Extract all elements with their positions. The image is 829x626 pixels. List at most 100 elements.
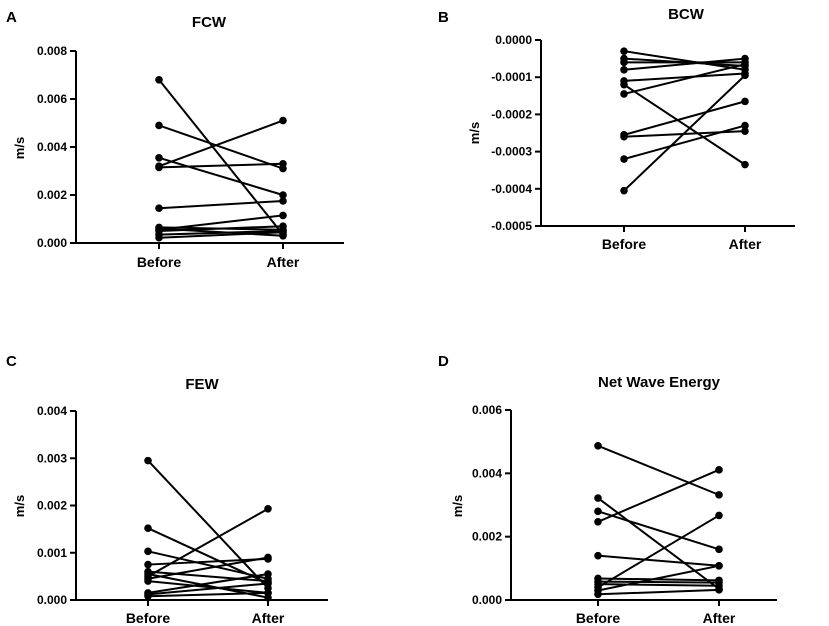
point-after	[741, 160, 749, 169]
pair-line	[597, 554, 720, 567]
pair-line	[623, 74, 746, 192]
point-after	[264, 505, 272, 513]
y-tick-label: -0.0004	[491, 182, 532, 196]
point-before	[620, 58, 628, 67]
panel-label: A	[6, 9, 17, 26]
pair-line	[597, 444, 720, 496]
panel-label: D	[438, 353, 449, 370]
y-tick-label: 0.004	[37, 140, 67, 154]
point-before	[620, 47, 628, 55]
y-axis-label: m/s	[467, 122, 482, 144]
point-after	[741, 60, 749, 68]
y-tick-label: 0.001	[37, 546, 67, 560]
y-tick-label: 0.002	[37, 188, 67, 202]
x-category-before: Before	[126, 610, 171, 626]
panel-c: C FEW m/s Before After 0.000 0.001 0.002 0.…	[6, 353, 328, 626]
point-after	[741, 127, 749, 135]
x-category-before: Before	[576, 610, 621, 626]
pair-line	[597, 514, 720, 589]
pair-line	[623, 50, 746, 71]
point-after	[741, 121, 749, 130]
point-after	[279, 191, 287, 199]
y-tick-label: 0.004	[472, 466, 502, 480]
pair-line	[147, 459, 269, 589]
point-before	[155, 204, 163, 212]
chart-title: Net Wave Energy	[598, 374, 721, 391]
point-after	[715, 511, 723, 520]
point-before	[144, 524, 152, 532]
point-after	[264, 579, 272, 588]
point-before	[594, 507, 602, 516]
point-before	[155, 76, 163, 84]
point-before	[144, 577, 152, 585]
point-after	[715, 466, 723, 474]
point-after	[715, 545, 723, 554]
pair-line	[597, 580, 720, 584]
pair-line	[158, 225, 284, 232]
panel-b: B BCW m/s Before After 0.0000 -0.0001 -0.0…	[438, 6, 795, 252]
pair-line	[147, 573, 269, 594]
y-tick-label: 0.000	[37, 236, 67, 250]
y-tick-label: 0.003	[37, 451, 67, 465]
point-before	[144, 592, 152, 601]
y-tick-label: -0.0001	[491, 70, 532, 84]
y-tick-label: -0.0002	[491, 107, 532, 121]
pair-line	[147, 570, 269, 583]
x-category-after: After	[703, 610, 736, 626]
y-tick-label: -0.0003	[491, 145, 532, 159]
pair-line	[623, 63, 746, 95]
point-after	[264, 570, 272, 578]
point-before	[620, 80, 628, 89]
pair-line	[158, 230, 284, 236]
point-before	[594, 494, 602, 502]
pair-line	[623, 83, 746, 166]
pair-line	[597, 577, 720, 582]
pair-line	[158, 119, 284, 168]
chart-title: FEW	[185, 376, 219, 393]
point-before	[620, 155, 628, 163]
point-after	[741, 71, 749, 80]
point-after	[279, 116, 287, 125]
point-after	[715, 491, 723, 499]
point-after	[279, 211, 287, 220]
y-tick-label: 0.002	[37, 499, 67, 513]
point-before	[594, 551, 602, 560]
pair-line	[158, 162, 284, 169]
point-before	[620, 186, 628, 195]
pair-line	[597, 564, 720, 592]
pair-line	[158, 156, 284, 196]
panel-label: B	[438, 9, 449, 26]
point-before	[594, 441, 602, 450]
point-before	[155, 154, 163, 162]
pair-line	[597, 588, 720, 596]
point-before	[155, 163, 163, 172]
x-category-after: After	[267, 254, 300, 270]
point-before	[155, 121, 163, 130]
pair-line	[147, 556, 269, 580]
point-after	[264, 589, 272, 597]
pair-line	[147, 557, 269, 566]
point-before	[144, 560, 152, 569]
panel-d: D Net Wave Energy m/s Before After 0.000…	[438, 353, 777, 626]
point-before	[620, 132, 628, 141]
point-after	[741, 54, 749, 63]
pair-line	[158, 214, 284, 231]
y-axis-label: m/s	[12, 137, 27, 159]
point-after	[715, 586, 723, 594]
panel-label: C	[6, 353, 17, 370]
point-before	[155, 233, 163, 242]
pair-line	[147, 550, 269, 580]
pair-line	[147, 591, 269, 598]
pair-line	[158, 79, 284, 236]
x-category-after: After	[729, 236, 762, 252]
chart-title: FCW	[192, 14, 227, 31]
y-axis-label: m/s	[12, 495, 27, 517]
x-category-after: After	[252, 610, 285, 626]
point-before	[620, 65, 628, 74]
pair-line	[597, 583, 720, 587]
y-tick-label: -0.0005	[491, 219, 532, 233]
point-before	[144, 456, 152, 465]
y-tick-label: 0.0000	[495, 33, 532, 47]
point-before	[620, 90, 628, 98]
